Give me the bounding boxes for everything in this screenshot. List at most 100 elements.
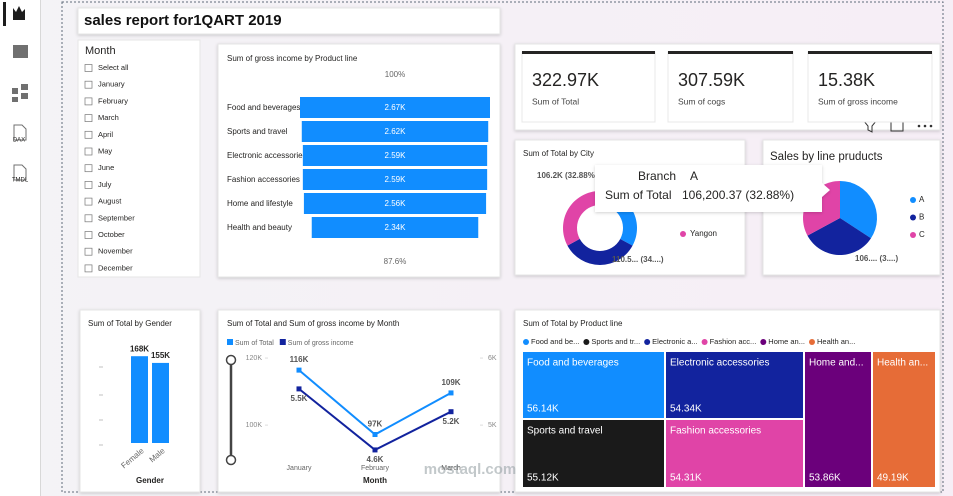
checkbox[interactable] xyxy=(84,97,93,106)
slice xyxy=(567,238,633,265)
slider-handle[interactable] xyxy=(225,454,237,466)
model-icon[interactable] xyxy=(12,84,28,102)
funnel-bar xyxy=(303,193,487,214)
checkbox[interactable] xyxy=(84,147,93,156)
checkbox[interactable] xyxy=(84,80,93,89)
checkbox[interactable] xyxy=(84,130,93,139)
legend-label: Fashion acc... xyxy=(710,337,757,346)
value-label: 2.62K xyxy=(385,127,407,136)
slice xyxy=(840,181,877,239)
tooltip-key: Branch xyxy=(638,169,676,183)
value-label: 109K xyxy=(441,378,460,387)
value-label: 155K xyxy=(151,351,170,360)
title-box xyxy=(77,7,501,35)
icon-label: TMDL xyxy=(12,178,29,184)
legend-label: Health an... xyxy=(817,337,855,346)
checkbox[interactable] xyxy=(84,231,93,239)
tooltip-value: A xyxy=(690,169,698,183)
treemap-tile xyxy=(805,352,871,487)
legend-label: A xyxy=(919,195,925,204)
slice xyxy=(807,218,871,255)
checkbox[interactable] xyxy=(84,264,93,273)
legend-dot xyxy=(701,339,708,345)
value-label: 2.59K xyxy=(385,175,407,184)
legend-dot xyxy=(910,197,916,203)
slicer-item: July xyxy=(98,180,112,189)
category-label: Health and beauty xyxy=(227,223,292,232)
dax-icon[interactable] xyxy=(13,124,27,141)
tmdl-icon[interactable] xyxy=(13,164,27,181)
category-label: Food and beverages xyxy=(227,103,300,112)
card-accent xyxy=(522,51,655,54)
value-label: 56.14K xyxy=(527,404,559,415)
funnel-top-label: 100% xyxy=(385,70,405,79)
value-label: 110.5... (34....) xyxy=(612,255,664,264)
slicer-item: August xyxy=(98,197,122,206)
value-label: 4.6K xyxy=(367,455,384,464)
bar xyxy=(131,356,148,443)
checkbox[interactable] xyxy=(84,214,93,223)
tooltip xyxy=(595,165,830,212)
slice xyxy=(563,191,600,246)
legend-label: Sum of gross income xyxy=(288,340,354,347)
card-label: Sum of cogs xyxy=(678,96,725,106)
card xyxy=(521,51,656,123)
table-icon[interactable] xyxy=(13,45,28,58)
value-label: 2.67K xyxy=(385,103,407,112)
point xyxy=(448,409,454,415)
legend-dot xyxy=(760,339,767,345)
slider-handle[interactable] xyxy=(225,354,237,366)
slicer-item: March xyxy=(98,113,119,122)
slicer-item: February xyxy=(98,96,128,105)
funnel-bar xyxy=(300,97,490,118)
slicer-item: Select all xyxy=(98,63,129,72)
card-value: 322.97K xyxy=(532,70,599,90)
tooltip-value: 106,200.37 (32.88%) xyxy=(682,188,794,202)
slicer-panel xyxy=(77,39,201,278)
value-label: 5.5K xyxy=(291,394,308,403)
value-label: 116K xyxy=(290,355,309,364)
legend-dot xyxy=(910,232,916,238)
legend-label: Sum of Total xyxy=(235,340,274,347)
more-icon[interactable] xyxy=(917,124,933,128)
checkbox[interactable] xyxy=(84,197,93,206)
chart-title: Sum of gross income by Product line xyxy=(227,54,358,63)
legend-dot xyxy=(680,231,686,237)
value-label: 2.56K xyxy=(385,199,407,208)
chart-title: Sum of Total by City xyxy=(523,149,594,158)
checkbox[interactable] xyxy=(84,114,93,122)
checkbox[interactable] xyxy=(84,164,93,173)
treemap-tile xyxy=(523,352,664,418)
chart-title: Sum of Total by Product line xyxy=(523,319,623,328)
legend-label: C xyxy=(919,230,925,239)
checkbox[interactable] xyxy=(84,181,93,189)
checkbox[interactable] xyxy=(84,64,93,72)
point xyxy=(296,367,302,373)
x-tick-label: January xyxy=(287,465,312,472)
legend-swatch xyxy=(227,339,233,345)
chart-title: Sum of Total by Gender xyxy=(88,319,172,328)
legend-label: Yangon xyxy=(690,229,717,238)
y2-tick-label: 5K xyxy=(488,422,497,429)
tile-label: Electronic accessories xyxy=(670,358,769,369)
card-value: 15.38K xyxy=(818,70,875,90)
chart-title: Sum of Total and Sum of gross income by … xyxy=(227,319,399,328)
category-label: Electronic accessories xyxy=(227,151,307,160)
funnel-bar xyxy=(301,121,489,142)
card-label: Sum of gross income xyxy=(818,96,898,106)
watermark: mostaql.com xyxy=(424,461,517,478)
x-tick-label: March xyxy=(441,465,461,472)
legend-label: Sports and tr... xyxy=(591,337,640,346)
category-label: Home and lifestyle xyxy=(227,199,293,208)
checkbox[interactable] xyxy=(84,247,93,256)
x-tick-label: February xyxy=(361,465,390,472)
card-accent xyxy=(668,51,793,54)
report-icon[interactable] xyxy=(3,2,25,26)
funnel-bar xyxy=(302,145,488,166)
card-value: 307.59K xyxy=(678,70,745,90)
treemap-tile xyxy=(523,420,664,487)
slicer-item: May xyxy=(98,146,112,155)
report-title: sales report for1QART 2019 xyxy=(84,12,282,29)
value-label: 5.2K xyxy=(443,417,460,426)
legend-swatch xyxy=(279,339,286,345)
